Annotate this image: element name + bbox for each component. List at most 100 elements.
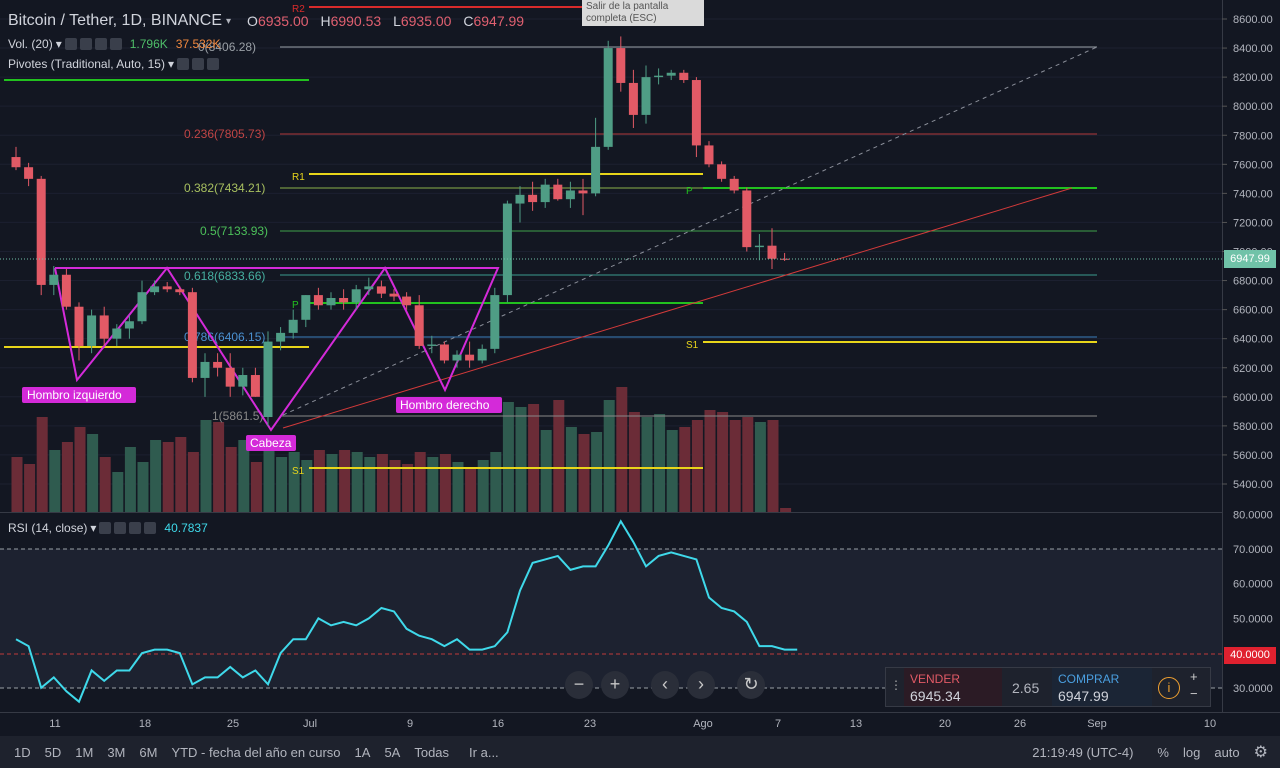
range-6m[interactable]: 6M — [139, 744, 158, 760]
candle-body — [225, 367, 235, 387]
pivots-label[interactable]: Pivotes (Traditional, Auto, 15) — [8, 57, 165, 71]
candle-body — [364, 286, 374, 290]
time-tick-label: 9 — [407, 718, 413, 730]
zoom-out-button[interactable]: − — [565, 671, 593, 699]
plus-icon[interactable]: + — [1190, 669, 1198, 684]
candle-body — [704, 145, 714, 165]
candle-body — [112, 328, 122, 339]
candle-body — [87, 315, 97, 346]
price-tick-label: 8000.00 — [1233, 101, 1273, 113]
range-3m[interactable]: 3M — [107, 744, 126, 760]
range-5d[interactable]: 5D — [44, 744, 62, 760]
annotation-right-shoulder: Hombro derecho — [400, 398, 490, 412]
time-tick-label: 20 — [939, 718, 951, 730]
settings-icon[interactable] — [114, 522, 127, 534]
candle-body — [276, 332, 286, 342]
goto-button[interactable]: Ir a... — [469, 744, 499, 760]
range-ytd[interactable]: YTD - fecha del año en curso — [171, 744, 341, 760]
auto-toggle[interactable]: auto — [1214, 744, 1240, 760]
volume-bar — [389, 460, 401, 512]
candle-body — [11, 157, 21, 168]
candle-body — [175, 289, 185, 293]
reset-chart-button[interactable]: ↻ — [737, 671, 765, 699]
rsi-tick-label: 60.0000 — [1233, 579, 1273, 591]
add-icon[interactable] — [94, 38, 107, 50]
chevron-down-icon[interactable]: ▾ — [90, 521, 97, 535]
eye-icon[interactable] — [99, 522, 112, 534]
candle-body — [427, 344, 437, 346]
candle-body — [36, 178, 46, 285]
candle-body — [540, 184, 550, 203]
candle-body — [61, 274, 71, 307]
rsi-value: 40.7837 — [164, 521, 208, 535]
gear-icon[interactable]: ⚙ — [1253, 744, 1268, 761]
add-icon[interactable] — [129, 522, 142, 534]
trade-panel: ⋮⋮ VENDER 6945.34 2.65 COMPRAR 6947.99 i… — [885, 667, 1211, 707]
volume-bar — [364, 457, 376, 512]
volume-bar — [124, 447, 136, 512]
close-icon[interactable] — [207, 58, 219, 70]
volume-bar — [679, 427, 691, 512]
pivot-label-r1: R1 — [292, 172, 305, 183]
chevron-down-icon[interactable]: ▾ — [167, 57, 174, 71]
scroll-right-button[interactable]: › — [687, 671, 715, 699]
price-tick-label: 7400.00 — [1233, 188, 1273, 200]
minus-icon[interactable]: − — [1190, 686, 1198, 701]
symbol-title[interactable]: Bitcoin / Tether, 1D, BINANCE — [8, 12, 223, 29]
candle-body — [528, 194, 538, 203]
volume-bar — [137, 462, 149, 512]
settings-icon[interactable] — [192, 58, 204, 70]
candle-body — [187, 292, 197, 378]
time-tick-label: 23 — [584, 718, 596, 730]
price-tick-label: 5400.00 — [1233, 479, 1273, 491]
time-tick-label: Ago — [693, 718, 713, 730]
candle-body — [691, 80, 701, 146]
candle-body — [565, 190, 575, 200]
range-5a[interactable]: 5A — [384, 744, 401, 760]
candle-body — [288, 319, 298, 333]
range-1d[interactable]: 1D — [14, 744, 31, 760]
candle-body — [679, 72, 689, 81]
info-icon[interactable]: i — [1158, 677, 1180, 699]
range-1m[interactable]: 1M — [75, 744, 94, 760]
candle-body — [238, 375, 248, 387]
candle-body — [515, 194, 525, 204]
zoom-in-button[interactable]: + — [601, 671, 629, 699]
volume-bar — [603, 400, 615, 512]
rsi-label[interactable]: RSI (14, close) — [8, 521, 88, 535]
time-tick-label: 26 — [1014, 718, 1026, 730]
volume-bar — [200, 420, 212, 512]
sell-button[interactable]: VENDER 6945.34 — [904, 668, 1002, 706]
settings-icon[interactable] — [79, 38, 92, 50]
volume-bar — [263, 450, 275, 512]
range-all[interactable]: Todas — [414, 744, 450, 760]
volume-bar — [578, 434, 590, 512]
log-toggle[interactable]: log — [1182, 744, 1201, 760]
rsi-line — [15, 519, 798, 704]
scroll-left-button[interactable]: ‹ — [651, 671, 679, 699]
clock[interactable]: 21:19:49 (UTC-4) — [1032, 744, 1134, 760]
percent-toggle[interactable]: % — [1157, 744, 1169, 760]
eye-icon[interactable] — [177, 58, 189, 70]
candle-body — [591, 146, 601, 194]
chart-canvas[interactable]: 0(8406.28) 0.236(7805.73) 0.382(7434.21)… — [0, 0, 1280, 736]
sell-price: 6945.34 — [910, 688, 961, 704]
close-icon[interactable] — [109, 38, 122, 50]
chevron-down-icon[interactable]: ▾ — [226, 15, 232, 27]
price-tick-label: 8400.00 — [1233, 43, 1273, 55]
price-tick-label: 6600.00 — [1233, 305, 1273, 317]
candle-body — [124, 321, 134, 329]
pivot-label-p-aug: P — [686, 186, 693, 197]
volume-bar — [477, 460, 489, 512]
pivot-label-s1-aug: S1 — [686, 340, 699, 351]
trend-line-dashed — [282, 46, 1098, 416]
chart-header: Bitcoin / Tether, 1D, BINANCE ▾ O6935.00… — [8, 12, 524, 30]
buy-button[interactable]: COMPRAR 6947.99 — [1052, 668, 1152, 706]
eye-icon[interactable] — [64, 38, 77, 50]
range-1a[interactable]: 1A — [354, 744, 371, 760]
fib-label-0786: 0.786(6406.15) — [184, 330, 265, 344]
chevron-down-icon[interactable]: ▾ — [55, 37, 62, 51]
volume-label[interactable]: Vol. (20) — [8, 37, 53, 51]
candle-body — [137, 292, 147, 322]
close-icon[interactable] — [144, 522, 157, 534]
